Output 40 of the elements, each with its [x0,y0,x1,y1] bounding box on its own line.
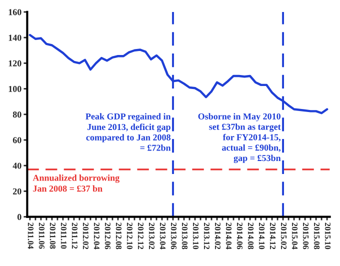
y-tick-label: 60 [12,137,22,144]
x-tick-label: 2012.02 [82,222,89,250]
x-tick-label: 2014.12 [270,222,276,250]
y-tick-label: 80 [12,112,22,118]
y-tick-label: 120 [8,60,22,66]
x-tick-label: 2013.02 [148,222,155,250]
x-tick-label: 2014.10 [258,222,265,250]
x-tick-label: 2011.10 [60,222,66,249]
x-tick-label: 2011.08 [50,222,56,249]
x-tick-label: 2012.06 [104,222,111,250]
x-tick-label: 2012.04 [94,222,100,250]
x-tick-label: 2012.10 [126,222,133,250]
x-tick-label: 2011.04 [28,222,34,249]
ref-line-label: Osborne in May 2010 set £37bn as target for FY2014-15, actual = £90bn, gap = £53bn [198,113,281,163]
y-tick-label: 20 [12,188,22,194]
x-tick-label: 2013.04 [160,222,166,250]
x-tick-label: 2014.02 [214,222,221,250]
y-tick-label: 100 [8,86,22,92]
y-tick-label: 140 [8,34,22,41]
x-tick-label: 2011.06 [38,222,44,249]
ref-line-label: Peak GDP regained in June 2013, deficit gap compared to Jan 2008 = £72bn [86,113,171,151]
x-tick-label: 2013.10 [192,222,199,250]
y-tick-label: 0 [17,214,22,220]
y-tick-label: 40 [12,162,22,169]
x-tick-label: 2014.04 [226,222,232,250]
x-tick-label: 2014.08 [248,222,254,250]
x-tick-label: 2015.02 [280,222,287,250]
x-tick-label: 2015.04 [292,222,298,250]
x-tick-label: 2015.06 [302,222,309,250]
x-tick-label: 2014.06 [236,222,243,250]
x-tick-label: 2015.10 [324,222,331,250]
x-tick-label: 2013.06 [170,222,177,250]
y-tick-label: 160 [8,9,22,16]
x-tick-label: 2015.08 [314,222,320,250]
ref-line-label: Annualized borrowing Jan 2008 = £37 bn [32,174,120,192]
x-tick-label: 2011.12 [72,222,78,249]
x-tick-label: 2013.08 [182,222,188,250]
x-tick-label: 2013.12 [204,222,210,250]
x-tick-label: 2012.08 [116,222,122,250]
x-tick-label: 2012.12 [138,222,144,250]
